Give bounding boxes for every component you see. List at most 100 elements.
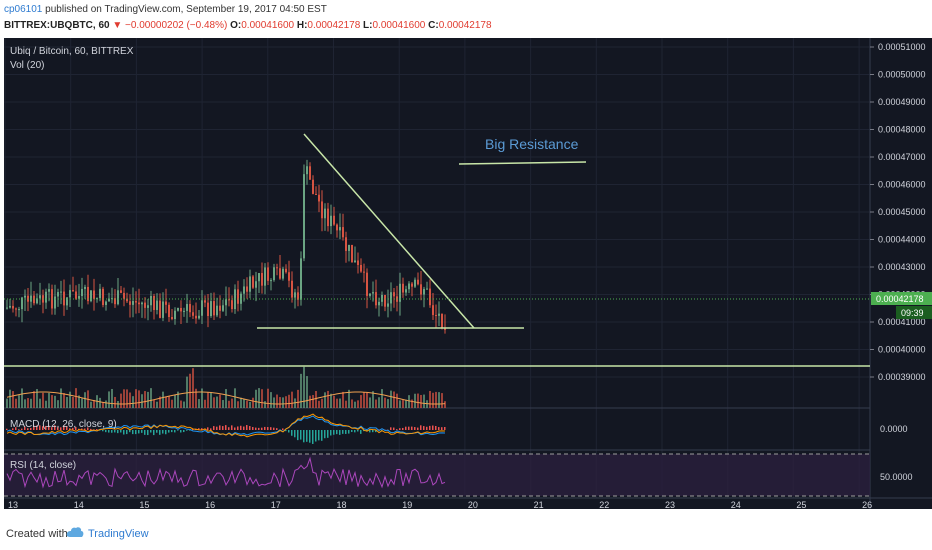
volume-bar — [348, 389, 350, 408]
macd-histogram-bar — [90, 428, 92, 430]
macd-histogram-bar — [357, 430, 359, 432]
volume-bar — [414, 393, 416, 408]
candle-body — [351, 244, 353, 263]
macd-histogram-bar — [42, 426, 44, 430]
resistance-line[interactable] — [458, 161, 587, 165]
high-value: 0.00042178 — [307, 20, 361, 31]
candle-body — [156, 300, 158, 310]
candle-body — [141, 302, 143, 305]
candle-body — [294, 292, 296, 298]
price-tick: 0.00044000 — [878, 235, 926, 245]
candle-body — [63, 291, 65, 306]
macd-histogram-bar — [54, 425, 56, 430]
macd-histogram-bar — [345, 430, 347, 434]
chart-area[interactable]: Big Resistance Ubiq / Bitcoin, 60, BITTR… — [4, 38, 932, 509]
candle-body — [12, 305, 14, 309]
candle-body — [159, 300, 161, 318]
macd-label: MACD (12, 26, close, 9) — [10, 419, 117, 430]
macd-histogram-bar — [138, 430, 140, 434]
candle-body — [363, 271, 365, 273]
volume-label: Vol (20) — [10, 60, 44, 71]
descending-trendline[interactable] — [303, 133, 475, 329]
candle-body — [411, 283, 413, 287]
candle-body — [249, 276, 251, 292]
candle-body — [90, 290, 92, 302]
candle-body — [426, 288, 428, 290]
macd-histogram-bar — [372, 430, 374, 433]
candle-body — [177, 307, 179, 311]
candle-body — [390, 292, 392, 304]
macd-histogram-bar — [96, 429, 98, 430]
candle-body — [264, 267, 266, 286]
volume-bar — [114, 396, 116, 408]
volume-bar — [384, 397, 386, 408]
candle-body — [105, 301, 107, 305]
candle-body — [87, 286, 89, 302]
candle-body — [195, 315, 197, 319]
macd-histogram-bar — [204, 429, 206, 431]
macd-histogram-bar — [231, 425, 233, 430]
macd-histogram-bar — [393, 427, 395, 430]
price-axis[interactable]: 0.00051000 0.00050000 0.00049000 0.00048000… — [870, 42, 926, 382]
candle-body — [132, 301, 134, 305]
volume-bar — [423, 394, 425, 408]
macd-histogram-bar — [366, 430, 368, 431]
candle-body — [18, 309, 20, 311]
volume-bar — [108, 391, 110, 408]
volume-bar — [39, 398, 41, 408]
candle-body — [81, 288, 83, 297]
tradingview-cloud-icon — [66, 526, 84, 541]
volume-bar — [444, 401, 446, 408]
macd-histogram-bar — [210, 428, 212, 430]
macd-histogram-bar — [378, 429, 380, 430]
candle-body — [225, 299, 227, 306]
candle-body — [60, 291, 62, 293]
macd-histogram-bar — [426, 426, 428, 430]
macd-histogram-bar — [270, 427, 272, 430]
volume-bar — [366, 392, 368, 408]
annotation-text[interactable]: Big Resistance — [485, 136, 579, 152]
volume-bar — [378, 397, 380, 408]
volume-bar — [45, 400, 47, 408]
tradingview-brand[interactable]: TradingView — [88, 528, 149, 540]
volume-bar — [201, 388, 203, 408]
time-axis[interactable]: 13 14 15 16 17 18 19 20 21 22 23 24 25 26 — [8, 500, 872, 509]
candle-body — [192, 312, 194, 316]
candle-body — [171, 317, 173, 320]
macd-histogram-bar — [237, 426, 239, 430]
macd-histogram-bar — [6, 428, 8, 430]
volume-bar — [342, 391, 344, 408]
macd-histogram-bar — [339, 430, 341, 435]
volume-bar — [6, 398, 8, 408]
candle-body — [219, 305, 221, 311]
macd-histogram-bar — [276, 428, 278, 430]
volume-bar — [285, 396, 287, 408]
macd-histogram-bar — [102, 430, 104, 432]
price-tick: 0.00041000 — [878, 317, 926, 327]
candle-body — [246, 286, 248, 292]
candle-body — [429, 288, 431, 306]
macd-histogram-bar — [303, 430, 305, 443]
macd-histogram-bar — [399, 428, 401, 430]
macd-histogram-bar — [333, 430, 335, 435]
candle-body — [45, 291, 47, 303]
macd-histogram-bar — [249, 426, 251, 430]
macd-histogram-bar — [168, 430, 170, 433]
candle-body — [72, 290, 74, 292]
candle-body — [75, 291, 77, 299]
candle-body — [360, 264, 362, 272]
macd-histogram-bar — [111, 430, 113, 433]
volume-bar — [345, 400, 347, 408]
chart-canvas[interactable]: Big Resistance Ubiq / Bitcoin, 60, BITTR… — [4, 38, 932, 509]
volume-bar — [213, 397, 215, 408]
author-link[interactable]: cp06101 — [4, 4, 43, 15]
candle-body — [210, 301, 212, 317]
volume-bar — [417, 393, 419, 408]
volume-bar — [165, 396, 167, 408]
macd-histogram-bar — [186, 430, 188, 431]
volume-bar — [264, 401, 266, 408]
macd-histogram-bar — [423, 426, 425, 430]
macd-histogram-bar — [66, 426, 68, 430]
candle-body — [405, 289, 407, 293]
chart-header: cp06101 published on TradingView.com, Se… — [0, 0, 932, 36]
